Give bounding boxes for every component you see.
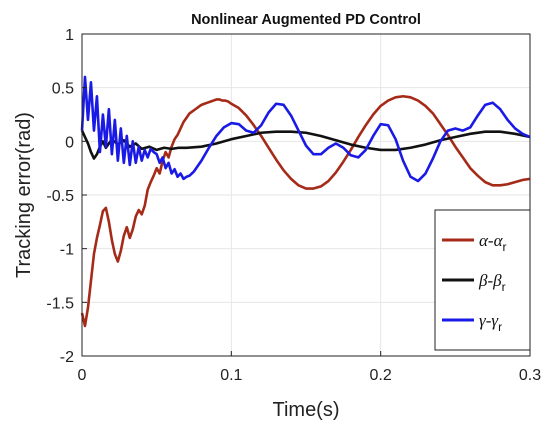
legend-label-text: γ-γ: [479, 311, 499, 330]
series-line-0: [80, 94, 531, 328]
x-tick-label: 0.1: [220, 367, 242, 384]
x-tick-label: 0: [78, 367, 87, 384]
x-axis-ticks: 0 0.1 0.2 0.3: [78, 351, 541, 384]
legend-label-1: β-βr: [478, 271, 506, 294]
plot-lines: [80, 75, 531, 328]
legend-label-subscript: r: [502, 280, 506, 294]
legend: α-αrβ-βrγ-γr: [434, 209, 531, 351]
y-tick-label: 0: [65, 134, 74, 151]
x-axis-label: Time(s): [272, 399, 339, 421]
legend-label-subscript: r: [503, 240, 507, 254]
y-tick-label: -1.5: [46, 295, 74, 312]
legend-box: [434, 209, 531, 351]
legend-label-text: β-β: [478, 271, 502, 290]
legend-label-0: α-αr: [479, 231, 507, 254]
legend-label-2: γ-γr: [479, 311, 502, 334]
y-axis-label: Tracking error(rad): [13, 112, 35, 278]
chart-title: Nonlinear Augmented PD Control: [191, 12, 421, 28]
x-tick-label: 0.3: [519, 367, 541, 384]
y-tick-label: -2: [60, 349, 74, 366]
y-axis-ticks: 1 0.5 0 -0.5 -1 -1.5 -2: [46, 27, 87, 366]
series-line-2: [80, 75, 531, 183]
y-tick-label: 0.5: [52, 81, 74, 98]
y-tick-label: -0.5: [46, 188, 74, 205]
y-tick-label: -1: [60, 242, 74, 259]
series-line-1: [80, 130, 531, 160]
legend-label-subscript: r: [498, 320, 502, 334]
legend-label-text: α-α: [479, 231, 504, 250]
x-tick-label: 0.2: [370, 367, 392, 384]
y-tick-label: 1: [65, 27, 74, 44]
